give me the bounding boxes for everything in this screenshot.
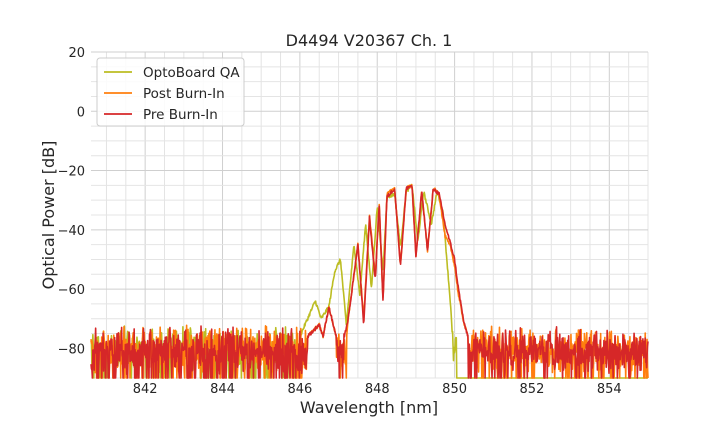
legend-box <box>96 57 245 127</box>
x-tick-label: 842 <box>133 382 158 397</box>
y-tick-label: −60 <box>58 283 85 298</box>
y-tick-label: −40 <box>58 224 85 239</box>
x-tick-label: 844 <box>210 382 235 397</box>
y-tick-label: 20 <box>68 46 85 61</box>
legend-label: Post Burn-In <box>143 86 225 102</box>
legend: OptoBoard QA Post Burn-In Pre Burn-In <box>96 57 245 127</box>
y-tick-label: 0 <box>77 105 85 120</box>
tick-labels: 842 844 846 848 850 852 854 −80 −60 −40 −20 0 20 <box>58 46 622 397</box>
x-tick-label: 854 <box>597 382 622 397</box>
x-tick-label: 846 <box>287 382 312 397</box>
legend-label: OptoBoard QA <box>143 65 240 81</box>
y-tick-label: −20 <box>58 165 85 180</box>
x-tick-label: 852 <box>520 382 545 397</box>
legend-label: Pre Burn-In <box>143 107 218 123</box>
x-tick-label: 848 <box>365 382 390 397</box>
y-tick-label: −80 <box>58 342 85 357</box>
y-axis-label: Optical Power [dB] <box>39 141 58 290</box>
x-tick-label: 850 <box>442 382 467 397</box>
chart-title: D4494 V20367 Ch. 1 <box>286 31 453 50</box>
series-line-pre-burn-in <box>90 184 649 379</box>
series-layer <box>90 183 649 379</box>
x-axis-label: Wavelength [nm] <box>300 398 438 417</box>
